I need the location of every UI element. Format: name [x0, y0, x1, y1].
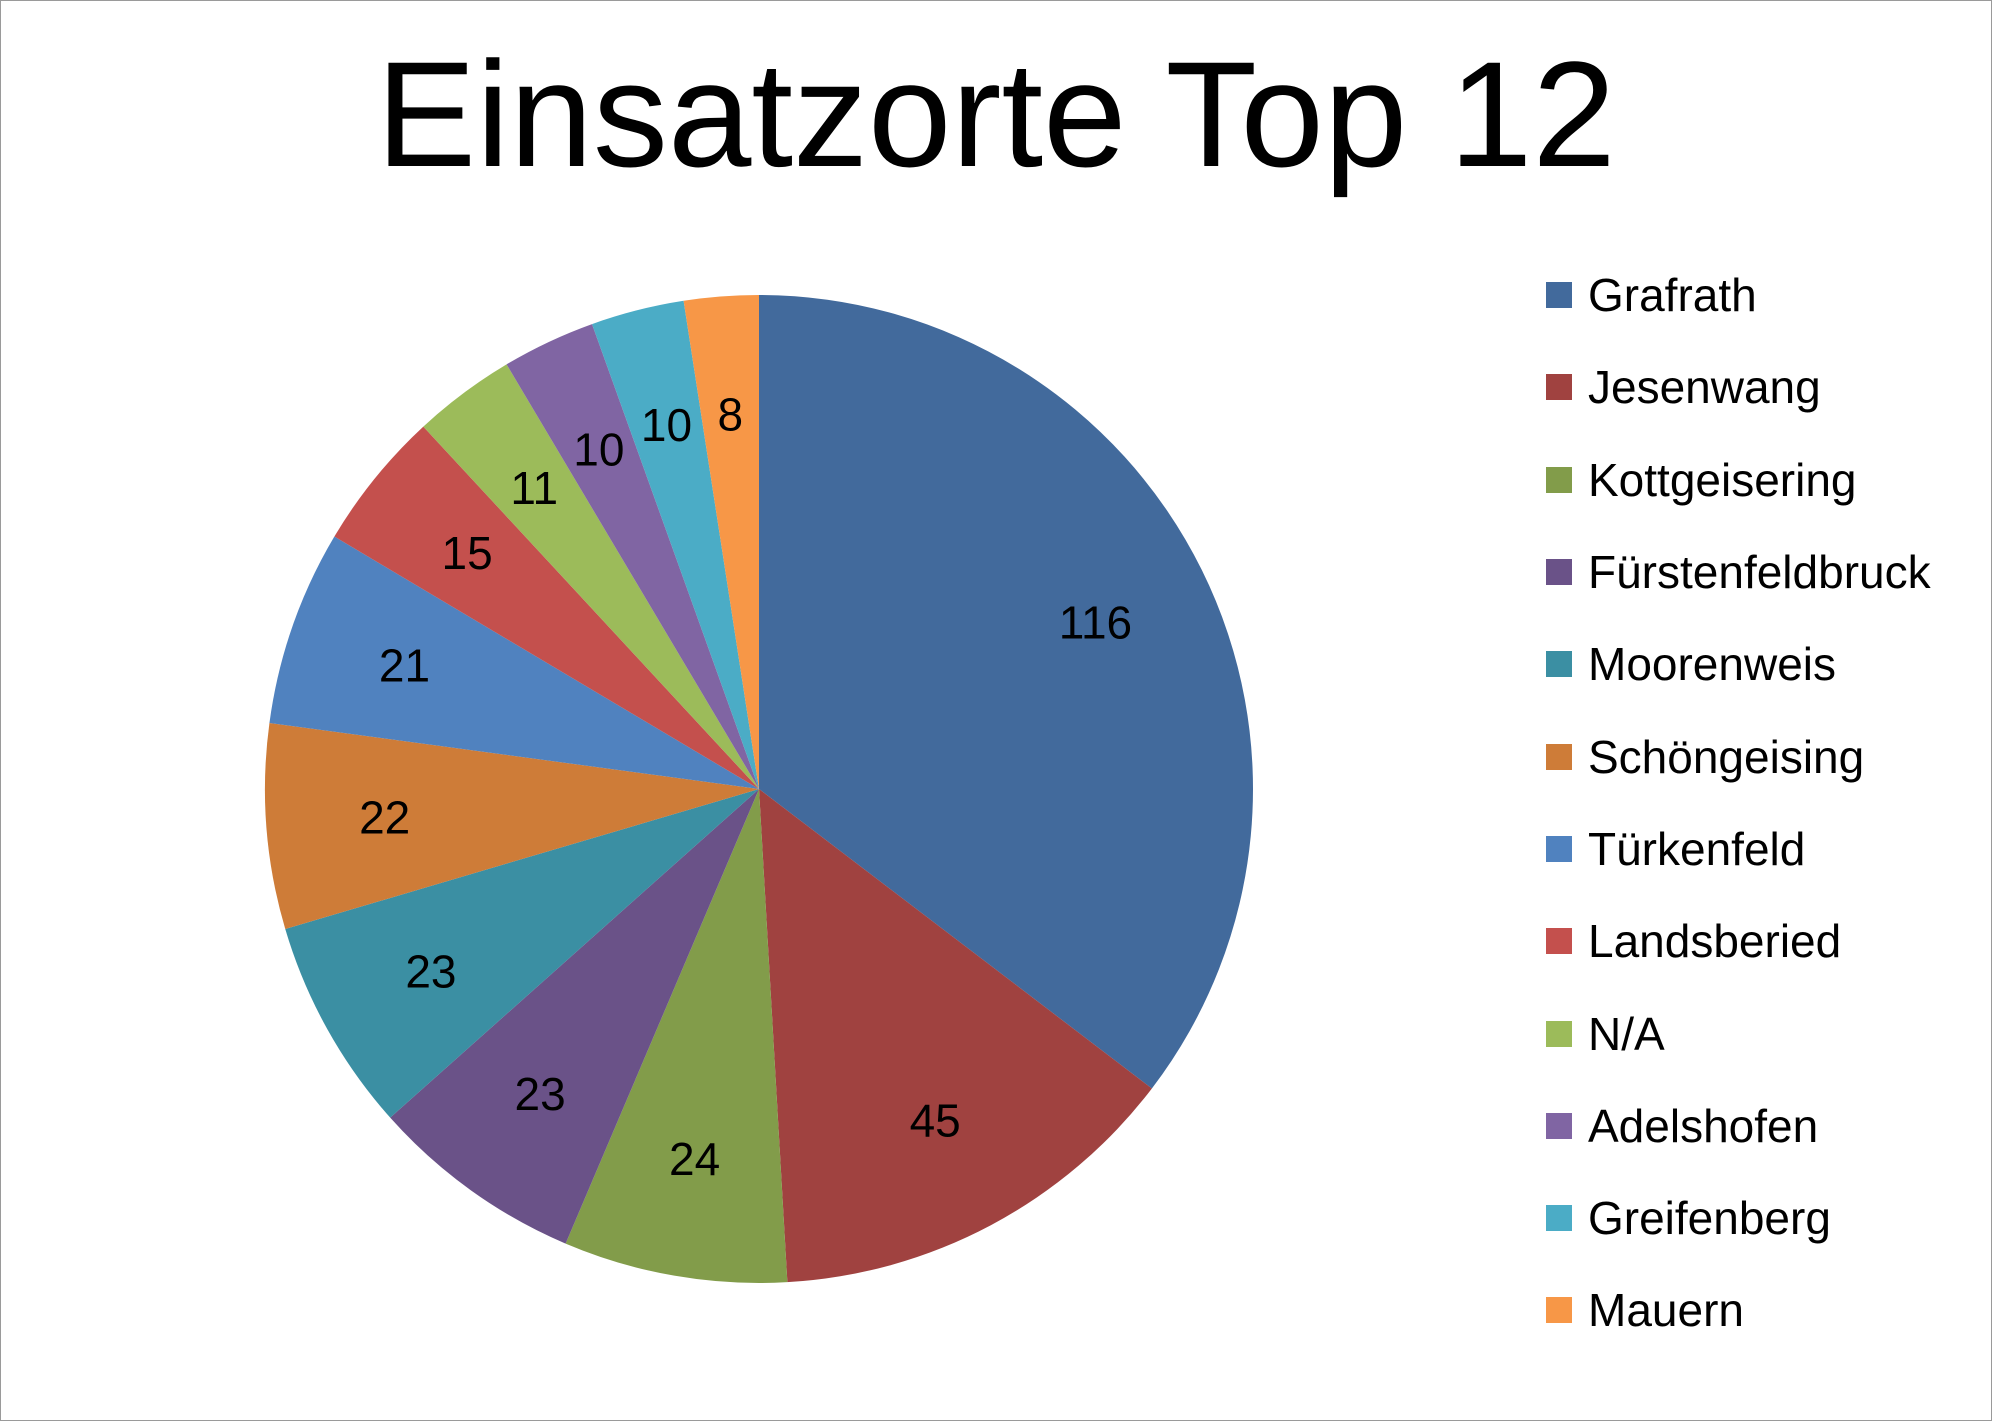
legend-item: Kottgeisering — [1546, 434, 1986, 526]
legend-label: Greifenberg — [1588, 1192, 1831, 1245]
pie-slice-moorenweis — [285, 789, 759, 1118]
slice-value-label: 23 — [514, 1068, 565, 1120]
legend-label: Kottgeisering — [1588, 453, 1857, 506]
legend-item: Adelshofen — [1546, 1080, 1986, 1172]
slice-value-label: 23 — [405, 946, 456, 998]
legend-swatch — [1546, 743, 1572, 770]
pie-slice-jesenwang — [759, 789, 1152, 1283]
slice-value-label: 8 — [717, 389, 743, 441]
legend-swatch — [1546, 651, 1572, 678]
legend-swatch — [1546, 466, 1572, 493]
legend-swatch — [1546, 928, 1572, 955]
pie-slice-n-a — [423, 364, 759, 789]
pie-slice-adelshofen — [506, 324, 759, 789]
legend-label: N/A — [1588, 1007, 1665, 1060]
legend-item: Moorenweis — [1546, 618, 1986, 710]
legend-item: Mauern — [1546, 1264, 1986, 1356]
slice-value-label: 24 — [669, 1133, 720, 1185]
legend-label: Türkenfeld — [1588, 822, 1806, 875]
legend-label: Schöngeising — [1588, 730, 1865, 783]
legend-item: Fürstenfeldbruck — [1546, 526, 1986, 618]
chart-legend: Grafrath Jesenwang Kottgeisering Fürstenfel… — [1546, 249, 1986, 1357]
pie-slice-grafrath — [759, 295, 1253, 1089]
pie-slice-landsberied — [334, 426, 759, 789]
slice-value-label: 11 — [510, 462, 558, 514]
legend-label: Mauern — [1588, 1284, 1744, 1337]
legend-swatch — [1546, 374, 1572, 401]
slice-value-label: 10 — [573, 423, 624, 475]
pie-slice-fürstenfeldbruck — [390, 789, 759, 1244]
legend-item: Landsberied — [1546, 895, 1986, 987]
slice-value-label: 116 — [1059, 596, 1132, 648]
legend-item: Türkenfeld — [1546, 803, 1986, 895]
slice-value-label: 22 — [359, 792, 410, 844]
slice-value-label: 15 — [441, 527, 492, 579]
pie-slice-mauern — [683, 295, 759, 789]
slice-value-label: 10 — [641, 399, 692, 451]
legend-swatch — [1546, 559, 1572, 586]
legend-label: Landsberied — [1588, 915, 1842, 968]
pie-slice-kottgeisering — [565, 789, 788, 1283]
legend-swatch — [1546, 1297, 1572, 1324]
slice-value-label: 21 — [379, 639, 430, 691]
legend-item: Greifenberg — [1546, 1172, 1986, 1264]
legend-swatch — [1546, 1020, 1572, 1047]
legend-swatch — [1546, 1205, 1572, 1232]
pie-slice-schöngeising — [265, 722, 759, 930]
legend-label: Fürstenfeldbruck — [1588, 546, 1931, 599]
legend-swatch — [1546, 282, 1572, 309]
legend-label: Grafrath — [1588, 269, 1757, 322]
legend-item: N/A — [1546, 987, 1986, 1079]
legend-swatch — [1546, 1112, 1572, 1139]
pie-slice-greifenberg — [592, 300, 759, 789]
legend-label: Jesenwang — [1588, 361, 1821, 414]
chart-title: Einsatzorte Top 12 — [376, 30, 1616, 198]
legend-label: Moorenweis — [1588, 638, 1836, 691]
legend-label: Adelshofen — [1588, 1099, 1819, 1152]
legend-swatch — [1546, 835, 1572, 862]
legend-item: Grafrath — [1546, 249, 1986, 341]
pie-slice-türkenfeld — [269, 536, 759, 789]
legend-item: Schöngeising — [1546, 710, 1986, 802]
legend-item: Jesenwang — [1546, 341, 1986, 433]
slice-value-label: 45 — [910, 1095, 961, 1147]
